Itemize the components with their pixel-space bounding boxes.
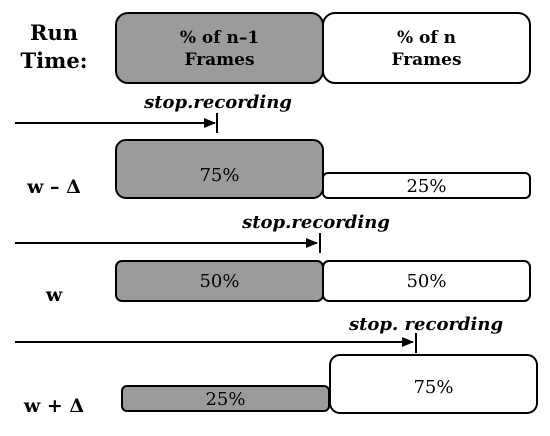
curr-frames-percent: 25% bbox=[406, 176, 446, 197]
stop-recording-marker-label: stop. recording bbox=[348, 314, 503, 335]
run-time-value-label: w – Δ bbox=[26, 176, 81, 198]
curr-frames-bar bbox=[322, 172, 531, 199]
curr-frames-bar bbox=[322, 260, 531, 302]
prev-frames-bar bbox=[115, 139, 324, 199]
prev-frames-percent: 75% bbox=[199, 165, 239, 186]
prev-frames-percent: 50% bbox=[199, 271, 239, 292]
row-w-minus-delta: stop.recording w – Δ 75% 25% bbox=[15, 92, 531, 199]
run-time-value-label: w bbox=[45, 284, 63, 306]
curr-frames-header-box bbox=[322, 12, 531, 84]
prev-frames-header-line1: % of n–1 bbox=[180, 28, 259, 48]
stop-recording-marker-label: stop.recording bbox=[143, 92, 292, 113]
prev-frames-percent: 25% bbox=[205, 389, 245, 410]
prev-frames-header-box bbox=[115, 12, 324, 84]
header: Run Time: % of n–1 Frames % of n Frames bbox=[21, 12, 531, 84]
prev-frames-header-line2: Frames bbox=[184, 50, 254, 70]
run-time-value-label: w + Δ bbox=[23, 395, 85, 417]
run-time-label-line2: Time: bbox=[21, 48, 88, 73]
row-w: stop.recording w 50% 50% bbox=[15, 212, 531, 306]
row-w-plus-delta: stop. recording w + Δ 25% 75% bbox=[15, 314, 538, 417]
curr-frames-percent: 50% bbox=[406, 271, 446, 292]
curr-frames-percent: 75% bbox=[413, 377, 453, 398]
run-time-label-line1: Run bbox=[30, 20, 78, 45]
curr-frames-header-line1: % of n bbox=[397, 28, 456, 48]
curr-frames-header-line2: Frames bbox=[391, 50, 461, 70]
curr-frames-bar bbox=[329, 354, 538, 414]
stop-recording-marker-label: stop.recording bbox=[241, 212, 390, 233]
